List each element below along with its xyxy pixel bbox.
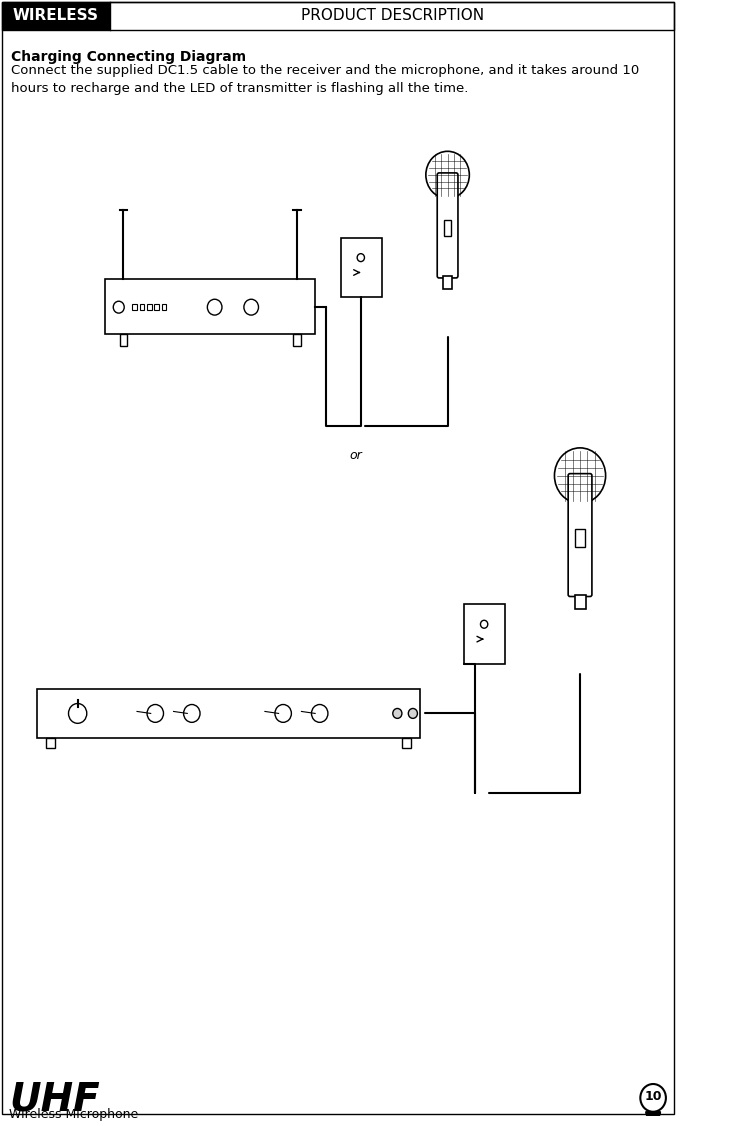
Circle shape [275,705,292,723]
Text: WIRELESS: WIRELESS [13,8,98,24]
Circle shape [425,151,469,198]
FancyBboxPatch shape [464,605,505,664]
Circle shape [147,705,164,723]
Bar [120,334,127,346]
Bar [576,529,585,547]
Text: Charging Connecting Diagram: Charging Connecting Diagram [11,50,246,63]
Bar [132,304,137,310]
Bar [147,304,152,310]
Bar [155,304,159,310]
FancyBboxPatch shape [105,279,315,334]
FancyBboxPatch shape [1,2,674,29]
FancyBboxPatch shape [36,689,420,739]
Bar [161,304,166,310]
Text: PRODUCT DESCRIPTION: PRODUCT DESCRIPTION [301,8,485,24]
Text: Connect the supplied DC1.5 cable to the receiver and the microphone, and it take: Connect the supplied DC1.5 cable to the … [11,64,639,96]
Bar [46,739,55,748]
Wedge shape [646,1111,660,1119]
Bar [140,304,144,310]
Text: or: or [350,449,363,463]
FancyBboxPatch shape [1,2,110,29]
Circle shape [480,620,488,628]
Circle shape [408,708,417,718]
Text: 10: 10 [645,1090,662,1103]
Circle shape [554,448,605,503]
FancyBboxPatch shape [437,173,458,278]
Circle shape [357,253,365,261]
Bar [574,595,585,609]
Circle shape [113,302,124,313]
Bar [293,334,300,346]
Circle shape [69,704,87,723]
Circle shape [312,705,328,723]
Text: UHF: UHF [9,1080,100,1118]
Circle shape [207,300,222,315]
FancyBboxPatch shape [340,238,382,297]
Bar [443,276,452,288]
Bar [402,739,411,748]
Text: Wireless Microphone: Wireless Microphone [9,1108,138,1120]
Circle shape [393,708,402,718]
Bar [444,221,451,235]
Circle shape [184,705,200,723]
Circle shape [244,300,258,315]
Circle shape [640,1084,666,1111]
FancyBboxPatch shape [568,474,592,597]
